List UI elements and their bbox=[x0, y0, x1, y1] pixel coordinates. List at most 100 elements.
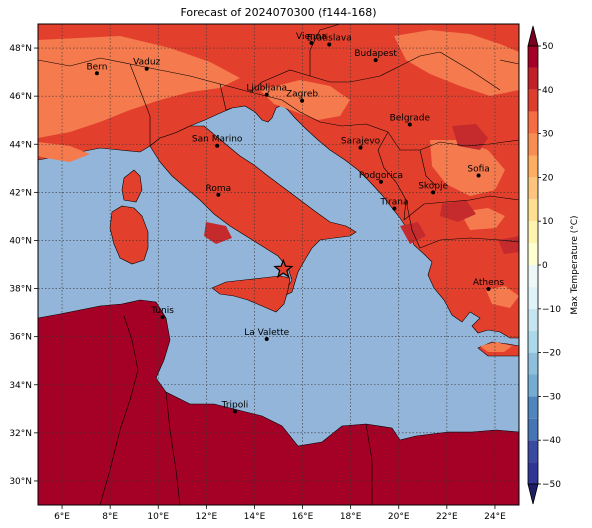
city-dot bbox=[407, 122, 412, 127]
colorbar-band bbox=[528, 418, 538, 441]
colorbar-band bbox=[528, 396, 538, 419]
lat-tick-label: 40°N bbox=[9, 236, 32, 246]
city-label: Sarajevo bbox=[341, 137, 381, 147]
lon-tick-label: 8°E bbox=[102, 512, 118, 522]
colorbar-band bbox=[528, 265, 538, 287]
colorbar-band bbox=[528, 440, 538, 463]
colorbar-band bbox=[528, 374, 538, 397]
cooler-patch bbox=[486, 286, 519, 308]
star-marker bbox=[273, 258, 294, 278]
colorbar-under-arrow bbox=[527, 483, 539, 505]
map-title: Forecast of 2024070300 (f144-168) bbox=[180, 6, 377, 19]
city-label: Bratislava bbox=[307, 33, 352, 43]
colorbar-band bbox=[528, 46, 538, 68]
city-dot bbox=[160, 315, 165, 320]
city-label: Tripoli bbox=[221, 400, 249, 410]
colorbar-band bbox=[528, 308, 538, 331]
latitude-axis: 30°N 32°N 34°N 36°N 38°N 40°N 42°N 44°N 46°N 48°N bbox=[9, 44, 38, 487]
city-label: Ljubljana bbox=[246, 84, 287, 94]
cooler-patch bbox=[394, 30, 519, 96]
hotter-patch bbox=[204, 222, 232, 244]
hotter-patch bbox=[452, 124, 488, 150]
lat-tick-label: 34°N bbox=[9, 381, 32, 391]
colorbar-band bbox=[528, 352, 538, 375]
corsica-land bbox=[121, 169, 143, 203]
city-label: Bern bbox=[86, 62, 107, 72]
longitude-axis: 6°E 8°E 10°E 12°E 14°E 16°E 18°E 20°E 22°E 24°E bbox=[54, 505, 506, 522]
north-africa-land bbox=[38, 299, 519, 505]
colorbar-band bbox=[528, 177, 538, 200]
lon-tick-label: 22°E bbox=[436, 512, 458, 522]
city-dot bbox=[215, 143, 220, 148]
lat-tick-label: 44°N bbox=[9, 140, 32, 150]
colorbar-tick-label: −20 bbox=[542, 349, 561, 359]
star-icon bbox=[273, 258, 294, 278]
country-borders bbox=[38, 24, 519, 505]
colorbar-band bbox=[528, 462, 538, 484]
colorbar-tick-label: 10 bbox=[542, 217, 554, 227]
colorbar-title: Max Temperature (°C) bbox=[570, 215, 580, 314]
city-dot bbox=[144, 66, 149, 71]
lon-tick-label: 14°E bbox=[244, 512, 266, 522]
colorbar-tick-label: −40 bbox=[542, 436, 561, 446]
colorbar-tick-label: −30 bbox=[542, 392, 561, 402]
lon-tick-label: 24°E bbox=[484, 512, 506, 522]
city-label: Tunis bbox=[150, 306, 174, 316]
colorbar-band bbox=[528, 111, 538, 134]
city-label: Vienna bbox=[296, 32, 327, 42]
colorbar-tick-label: 20 bbox=[542, 173, 554, 183]
lat-tick-label: 42°N bbox=[9, 188, 32, 198]
sicily-land bbox=[211, 275, 291, 313]
cooler-patch bbox=[38, 142, 90, 162]
city-dot bbox=[358, 145, 363, 150]
city-dot bbox=[309, 40, 314, 45]
city-label: Podgorica bbox=[359, 171, 403, 181]
city-dot bbox=[373, 58, 378, 63]
city-label: San Marino bbox=[192, 135, 243, 145]
city-dot bbox=[264, 92, 269, 97]
city-dot bbox=[476, 173, 481, 178]
city-dot bbox=[232, 409, 237, 414]
lon-tick-label: 16°E bbox=[292, 512, 314, 522]
lon-tick-label: 12°E bbox=[196, 512, 218, 522]
lat-tick-label: 38°N bbox=[9, 285, 32, 295]
city-dot bbox=[264, 337, 269, 342]
city-dot bbox=[378, 179, 383, 184]
colorbar-over-arrow bbox=[527, 25, 539, 47]
city-label: Roma bbox=[206, 184, 232, 194]
lat-tick-label: 46°N bbox=[9, 92, 32, 102]
map-frame bbox=[37, 23, 520, 506]
colorbar-band bbox=[528, 155, 538, 178]
colorbar-tick-label: −50 bbox=[542, 480, 561, 490]
city-dot bbox=[300, 98, 305, 103]
sardinia-land bbox=[109, 205, 149, 265]
city-label: Skopje bbox=[418, 181, 448, 191]
cooler-patch bbox=[430, 140, 505, 196]
city-label: Budapest bbox=[354, 49, 397, 59]
city-dot bbox=[431, 190, 436, 195]
city-label: Sofia bbox=[467, 165, 489, 175]
colorbar-band bbox=[528, 243, 538, 265]
lon-tick-label: 10°E bbox=[147, 512, 169, 522]
colorbar-band bbox=[528, 67, 538, 90]
colorbar-tick-label: 0 bbox=[542, 261, 548, 271]
lon-tick-label: 20°E bbox=[388, 512, 410, 522]
colorbar-tick-label: 50 bbox=[542, 42, 554, 52]
colorbar-band bbox=[528, 133, 538, 156]
lat-tick-label: 36°N bbox=[9, 333, 32, 343]
lat-tick-label: 48°N bbox=[9, 44, 32, 54]
lat-tick-label: 32°N bbox=[9, 429, 32, 439]
lat-tick-label: 30°N bbox=[9, 477, 32, 487]
colorbar-tick-label: 30 bbox=[542, 130, 554, 140]
city-label: Zagreb bbox=[286, 90, 318, 100]
city-label: Tirana bbox=[379, 197, 408, 207]
lon-tick-label: 18°E bbox=[340, 512, 362, 522]
hotter-patch bbox=[400, 222, 426, 244]
colorbar: 50 40 30 20 10 0 −10 −20 −30 −40 −50 Max Temperatur… bbox=[527, 25, 580, 505]
colorbar-band bbox=[528, 221, 538, 244]
hotter-patch bbox=[440, 200, 476, 222]
city-dot bbox=[94, 71, 99, 76]
